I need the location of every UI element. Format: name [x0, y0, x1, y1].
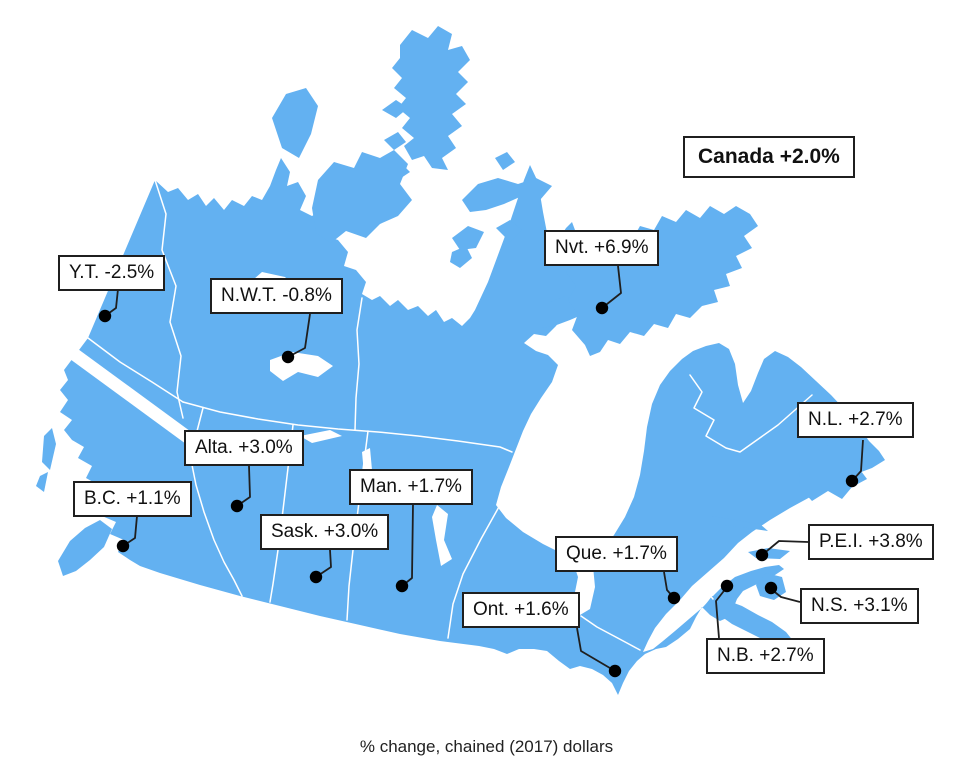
prince-of-wales-island-path: [496, 220, 522, 242]
nova-scotia-path: [706, 596, 794, 648]
leader-line-nvt: [601, 265, 622, 309]
ellesmere-island-path: [392, 26, 470, 170]
king-william-island-path: [450, 246, 472, 268]
marker-dot-nvt: [595, 301, 609, 315]
border-60th-parallel-west: [87, 337, 184, 403]
marker-dot-ns: [764, 581, 778, 595]
marker-dot-nwt: [281, 350, 295, 364]
region-label-pei: P.E.I. +3.8%: [808, 524, 934, 560]
vancouver-island-path: [58, 520, 112, 576]
map-caption: % change, chained (2017) dollars: [359, 737, 614, 756]
leader-line-ont: [576, 627, 616, 672]
leader-line-nb: [715, 586, 728, 639]
leader-line-nl: [851, 439, 864, 482]
leader-line-man: [401, 503, 414, 587]
melville-island-path: [382, 100, 408, 118]
prince-patrick-island-path: [384, 132, 406, 150]
marker-dot-nb: [720, 579, 734, 593]
region-label-nwt: N.W.T. -0.8%: [210, 278, 343, 314]
marker-dot-pei: [755, 548, 769, 562]
alaska-panhandle-notch: [44, 330, 194, 444]
region-label-canada: Canada +2.0%: [683, 136, 855, 179]
border-quebec-labrador: [689, 374, 813, 453]
devon-island-path: [462, 178, 552, 212]
leader-line-pei: [761, 540, 809, 556]
haida-gwaii-south-path: [36, 472, 48, 492]
region-label-nl: N.L. +2.7%: [797, 402, 914, 438]
marker-dot-ont: [608, 664, 622, 678]
region-label-nvt: Nvt. +6.9%: [544, 230, 660, 266]
marker-dot-bc: [116, 539, 130, 553]
marker-dot-yt: [98, 309, 112, 323]
anticosti-island-path: [712, 516, 768, 531]
region-label-ont: Ont. +1.6%: [462, 592, 580, 628]
region-label-que: Que. +1.7%: [555, 536, 678, 572]
bathurst-island-path: [386, 162, 410, 180]
border-quebec-newbrunswick: [699, 582, 714, 600]
haida-gwaii-north-path: [42, 428, 56, 470]
marker-dot-que: [667, 591, 681, 605]
cornwallis-island-path: [495, 152, 515, 170]
marker-dot-alta: [230, 499, 244, 513]
border-manitoba-ontario: [447, 495, 506, 639]
border-60th-parallel: [182, 401, 513, 453]
border-nwt-nunavut: [354, 297, 363, 431]
region-label-nb: N.B. +2.7%: [706, 638, 825, 674]
marker-dot-sask: [309, 570, 323, 584]
marker-dot-man: [395, 579, 409, 593]
lake-athabasca: [300, 430, 342, 443]
region-label-ns: N.S. +3.1%: [800, 588, 919, 624]
somerset-island-path: [452, 226, 484, 250]
border-ontario-quebec: [580, 615, 641, 651]
banks-island-path: [272, 88, 318, 158]
region-label-alta: Alta. +3.0%: [184, 430, 304, 466]
leader-line-nwt: [287, 313, 311, 358]
region-label-sask: Sask. +3.0%: [260, 514, 390, 550]
region-label-man: Man. +1.7%: [349, 469, 473, 505]
victoria-island-path: [312, 150, 412, 243]
region-label-bc: B.C. +1.1%: [73, 481, 192, 517]
border-yt-nwt: [154, 179, 184, 419]
lake-winnipeg: [432, 505, 452, 566]
region-label-yt: Y.T. -2.5%: [58, 255, 166, 291]
marker-dot-nl: [845, 474, 859, 488]
leader-line-alta: [236, 465, 251, 507]
